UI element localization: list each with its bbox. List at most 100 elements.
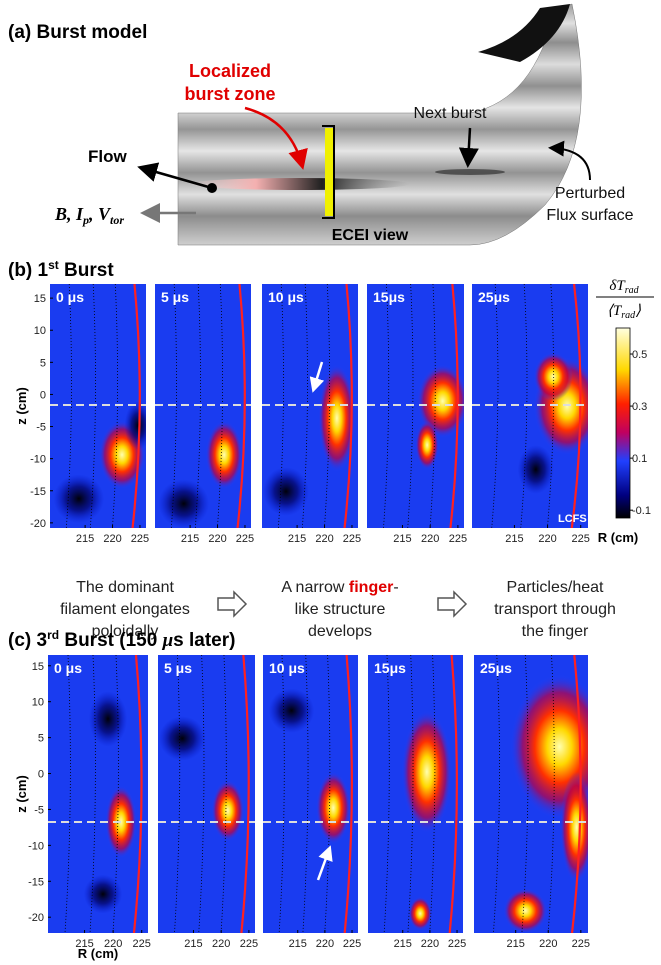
colorbar-tick-label: 0.1 [632,453,647,465]
y-tick-label: 10 [32,697,44,709]
ecei-bracket [322,125,335,219]
burst-arrow [244,106,308,170]
hot-spot [401,710,452,833]
panel-title-part: Burst [59,260,115,281]
hot-spot [415,420,439,470]
lcfs-line [449,284,459,528]
finger-arrow [309,361,325,393]
x-tick-label: 220 [104,938,122,950]
panel-title: (a) Burst model [8,22,147,43]
caption-line: Particles/heat [507,579,604,596]
flux-surface [324,284,330,528]
x-tick-label: 225 [133,938,151,950]
x-tick-label: 215 [184,938,202,950]
perturbed-label: Perturbed [555,185,625,202]
flux-surface [520,284,528,528]
x-tick-label: 215 [507,938,525,950]
y-tick-label: -15 [28,876,44,888]
x-tick-label: 215 [505,533,523,545]
next-burst-arrow [458,127,479,168]
y-tick-label: -5 [36,422,46,434]
flux-surface [429,284,436,528]
heatmap [367,284,464,528]
y-tick-label: -15 [30,486,46,498]
y-axis-label: z (cm) [14,387,29,425]
colorbar-label-part: ⟩ [635,303,641,319]
y-tick-label: 15 [34,293,46,305]
y-tick-label: 15 [32,661,44,673]
heatmap [368,655,463,933]
hot-spot [211,780,245,842]
caption-line: The dominant [76,579,174,596]
x-tick-label: 220 [316,938,334,950]
heatmap [158,655,255,933]
panel-title-part: rd [47,628,59,642]
time-label: 5 μs [164,660,192,676]
field-label: B, Ip, Vtor [54,204,124,227]
lcfs-line [343,284,353,528]
caption-line: A narrow finger- [281,579,398,596]
time-label: 10 μs [268,289,304,305]
heatmap [472,284,588,528]
frame: 25μs 215 220 225 [474,655,590,950]
x-tick-label: 225 [343,533,361,545]
colorbar-label: δTrad [609,278,639,296]
flux-surface [491,284,499,528]
panel-title-part: (c) 3 [8,630,47,651]
caption-part: poloidally [92,623,159,640]
caption-part: A narrow [281,579,349,596]
x-tick-label: 220 [315,533,333,545]
heatmap [50,284,146,528]
flux-surface [170,284,177,528]
field-label-part: p [82,213,89,227]
frame: 5 μs 215 220 225 [155,284,254,545]
lcfs-label: LCFS [558,513,587,525]
next-burst-streak [435,169,505,175]
heatmap [155,284,251,528]
step-arrow [437,590,468,618]
hot-spot [316,771,351,845]
colorbar-label: ⟨Trad⟩ [607,303,641,321]
caption-line: poloidally [92,623,159,640]
x-tick-label: 215 [288,533,306,545]
step-arrow [217,590,248,618]
burst-streak [190,178,410,190]
x-tick-label: 215 [289,938,307,950]
x-tick-label: 220 [208,533,226,545]
x-tick-label: 225 [343,938,361,950]
colorbar [615,327,631,519]
frame: 15μs 215 220 225 [368,655,466,950]
heatmap [48,655,148,933]
x-tick-label: 225 [572,938,590,950]
y-tick-label: 0 [38,769,44,781]
x-tick-label: 225 [131,533,149,545]
heatmap [262,284,358,528]
y-tick-label: 5 [40,357,46,369]
cold-spot [158,716,206,761]
colorbar-tick-label: -0.1 [632,505,651,517]
panel-title-part: (b) 1 [8,260,49,281]
tube-interior [478,4,570,62]
time-label: 25μs [478,289,510,305]
lcfs-line [448,655,458,933]
colorbar-label-part: rad [625,285,640,296]
y-tick-label: -10 [30,454,46,466]
colorbar-label-part: δT [609,278,626,294]
frame: 5 μs 215 220 225 [158,655,258,950]
x-tick-label: 220 [212,938,230,950]
flux-surface [89,284,96,528]
x-tick-label: 225 [572,533,590,545]
flux-surface [383,284,390,528]
field-label-part: , V [88,204,112,224]
time-label: 0 μs [54,660,82,676]
caption-part: filament elongates [60,601,190,618]
caption-line: like structure [295,601,386,618]
caption-line: filament elongates [60,601,190,618]
cold-spot [53,474,105,524]
x-tick-label: 215 [394,938,412,950]
hot-spot [408,896,432,931]
y-tick-label: -10 [28,840,44,852]
burst-zone-label: burst zone [184,84,275,104]
flux-surface [277,284,284,528]
